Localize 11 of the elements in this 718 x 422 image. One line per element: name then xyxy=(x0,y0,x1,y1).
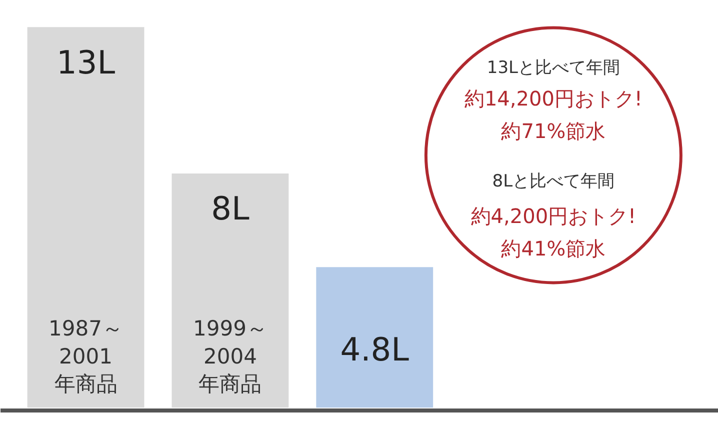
text: 8Lと比べて年間 xyxy=(492,171,615,192)
data-label: 8L xyxy=(211,190,250,228)
text: 13Lと比べて年間 xyxy=(486,58,620,78)
text: 約71%節水 xyxy=(501,118,606,143)
data-label: 13L xyxy=(56,43,116,82)
x-tick-label: 1987～ 2001 年商品 xyxy=(48,316,124,396)
x-tick-label: 1999～ 2004 年商品 xyxy=(192,316,268,396)
data-label: 4.8L xyxy=(340,330,410,368)
text: 約4,200円おトク! xyxy=(470,204,636,228)
text: 約41%節水 xyxy=(501,236,606,261)
text: 約14,200円おトク! xyxy=(464,86,642,110)
